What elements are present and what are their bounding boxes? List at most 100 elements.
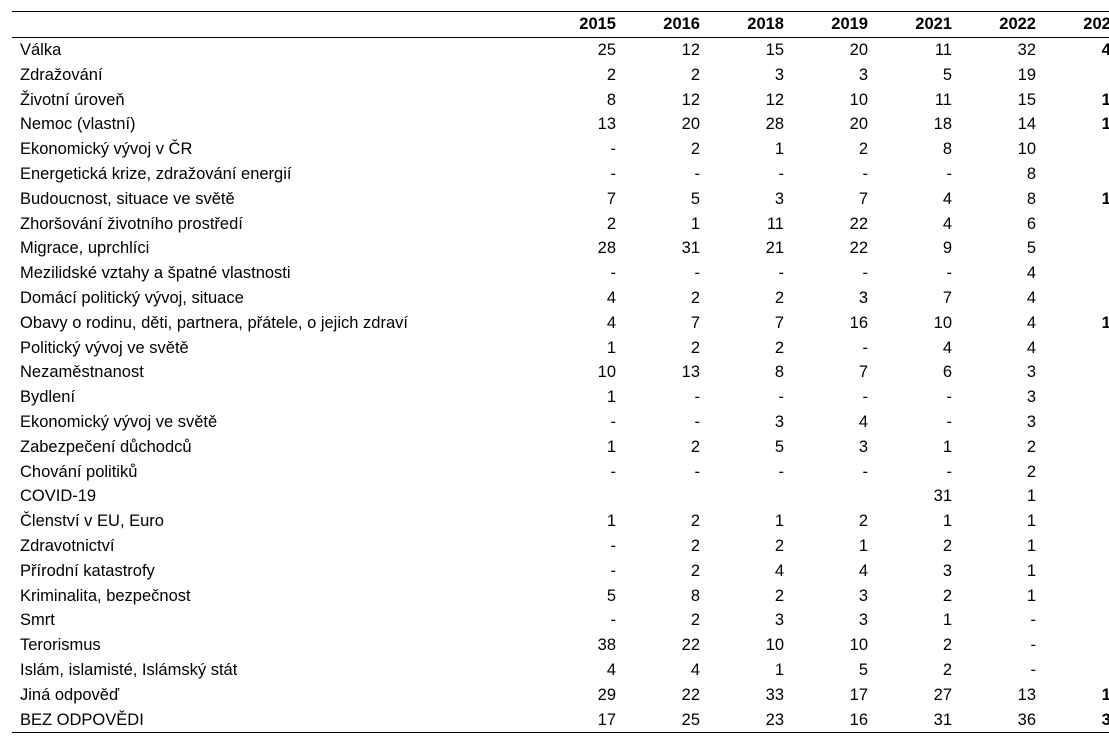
table-cell: 3 [774,611,784,630]
row-label: COVID-19 [20,487,97,506]
table-cell: - [610,462,617,481]
table-cell: 4 [858,561,868,580]
table-cell: 15 [1017,90,1036,109]
column-header-year: 2018 [747,15,784,33]
table-cell: 3 [858,288,868,307]
table-cell: 31 [933,710,952,729]
table-row: Domácí politický vývoj, situace4223746 [12,286,1109,311]
row-label: Migrace, uprchlíci [20,239,150,258]
table-cell: 1 [606,338,616,357]
table-cell: 3 [858,586,868,605]
table-cell: 33 [765,685,784,704]
table-cell: - [946,412,953,431]
table-cell: 2 [690,437,700,456]
table-cell: 3 [1026,412,1036,431]
row-label: Členství v EU, Euro [20,512,164,531]
table-cell: 1 [1026,561,1036,580]
table-cell: 4 [858,412,868,431]
table-cell: 4 [1044,410,1109,435]
table-cell: 10 [1101,313,1109,332]
table-row: Členství v EU, Euro1212111 [12,509,1109,534]
table-cell: - [946,462,953,481]
row-label: Ekonomický vývoj ve světě [20,412,218,431]
table-cell: 7 [942,288,952,307]
row-label: Nemoc (vlastní) [20,115,136,134]
table-row: Zabezpečení důchodců1253122 [12,435,1109,460]
row-label: Kriminalita, bezpečnost [20,586,191,605]
table-cell: 27 [933,685,952,704]
table-cell: 1 [1044,460,1109,485]
table-cell: - [694,388,701,407]
row-label: Smrt [20,611,55,630]
table-cell: 16 [849,313,868,332]
table-cell: 4 [774,561,784,580]
table-cell: 4 [606,313,616,332]
table-cell [540,484,624,509]
table-cell: 28 [765,115,784,134]
table-cell: 1 [1026,536,1036,555]
table-cell: 5 [1044,137,1109,162]
table-cell: 2 [1044,435,1109,460]
row-label: BEZ ODPOVĚDI [20,710,144,729]
table-cell: - [862,264,869,283]
table-row: Energetická krize, zdražování energií - - -… [12,162,1109,187]
table-cell: 6 [942,363,952,382]
table-cell: 3 [1026,363,1036,382]
table-cell: 10 [849,90,868,109]
table-cell: 2 [1044,484,1109,509]
table-cell: 1 [942,611,952,630]
table-row: Migrace, uprchlíci 28 31 21 22 9 58 [12,236,1109,261]
table-cell: - [1030,611,1037,630]
table-cell: 1 [774,512,784,531]
row-label: Obavy o rodinu, děti, partnera, přátele,… [20,313,408,332]
table-cell: 10 [597,363,616,382]
table-cell: 13 [1101,189,1109,208]
column-header-label [12,12,540,38]
row-label: Mezilidské vztahy a špatné vlastnosti [20,264,291,283]
table-cell: - [778,462,785,481]
table-cell: 2 [774,586,784,605]
table-cell: 2 [1044,261,1109,286]
table-cell: - [1030,660,1037,679]
row-label: Islám, islamisté, Islámský stát [20,660,238,679]
table-cell: - [1044,633,1109,658]
table-row: Ekonomický vývoj v ČR - 2 1 2 8 10 5 [12,137,1109,162]
table-row: Terorismus 38 22 10 10 2 -- [12,633,1109,658]
row-label: Ekonomický vývoj v ČR [20,140,193,159]
table-cell: 1 [1044,608,1109,633]
table-cell: 2 [942,636,952,655]
table-cell: 6 [1044,286,1109,311]
row-label: Zdravotnictví [20,536,115,555]
table-cell: - [862,338,869,357]
table-cell: 22 [849,214,868,233]
table-cell: 25 [681,710,700,729]
table-cell: 1 [1044,658,1109,683]
table-body: Válka25121520113243Zdražování22335198Živ… [12,38,1109,733]
table-cell: 22 [681,685,700,704]
table-cell: - [862,388,869,407]
table-cell: 1 [1026,586,1036,605]
table-cell: 7 [858,189,868,208]
table-cell: 12 [1101,685,1109,704]
table-cell: 8 [1044,236,1109,261]
table-cell: 4 [1026,313,1036,332]
table-cell: 9 [942,239,952,258]
row-label: Chování politiků [20,462,138,481]
row-label: Terorismus [20,636,101,655]
column-header-year: 2021 [915,15,952,33]
table-cell: 5 [858,660,868,679]
table-cell: 5 [1026,239,1036,258]
table-row: Mezilidské vztahy a špatné vlastnosti - - -… [12,261,1109,286]
row-label: Zabezpečení důchodců [20,437,192,456]
table-cell: 15 [765,41,784,59]
table-cell: 8 [690,586,700,605]
table-cell: 2 [942,660,952,679]
table-cell: 2 [690,65,700,84]
table-cell: 16 [1101,90,1109,109]
table-cell: 4 [942,338,952,357]
table-cell: - [610,140,617,159]
table-cell: 13 [1017,685,1036,704]
table-cell: - [610,536,617,555]
